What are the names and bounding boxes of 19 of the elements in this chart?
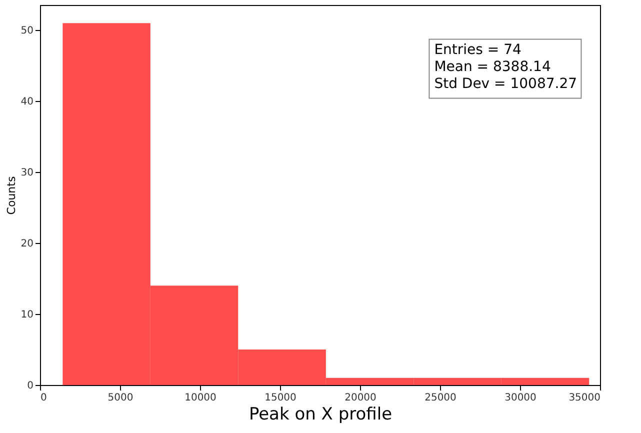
y-tick-label: 0 xyxy=(27,380,34,392)
y-tick-label: 10 xyxy=(20,310,34,321)
annotation: Mean = 8388.14 xyxy=(434,59,551,76)
x-tick-label: 25000 xyxy=(424,392,456,404)
y-tick-label: 50 xyxy=(20,26,34,37)
y-axis-title: Counts xyxy=(4,176,18,215)
x-tick-label: 10000 xyxy=(184,392,216,404)
y-tick-label: 40 xyxy=(20,96,34,108)
annotation: Entries = 74 xyxy=(434,42,522,58)
x-tick-label: 35000 xyxy=(568,392,600,404)
x-tick-label: 30000 xyxy=(504,392,536,404)
x-tick-label: 0 xyxy=(40,392,47,404)
x-tick-label: 5000 xyxy=(108,392,134,404)
y-tick-label: 30 xyxy=(20,168,34,179)
annotation: Std Dev = 10087.27 xyxy=(434,76,578,92)
x-tick-label: 20000 xyxy=(344,392,376,404)
x-tick-label: 15000 xyxy=(264,392,296,404)
y-tick-label: 20 xyxy=(20,238,34,250)
x-axis-title: Peak on X profile xyxy=(248,404,392,424)
